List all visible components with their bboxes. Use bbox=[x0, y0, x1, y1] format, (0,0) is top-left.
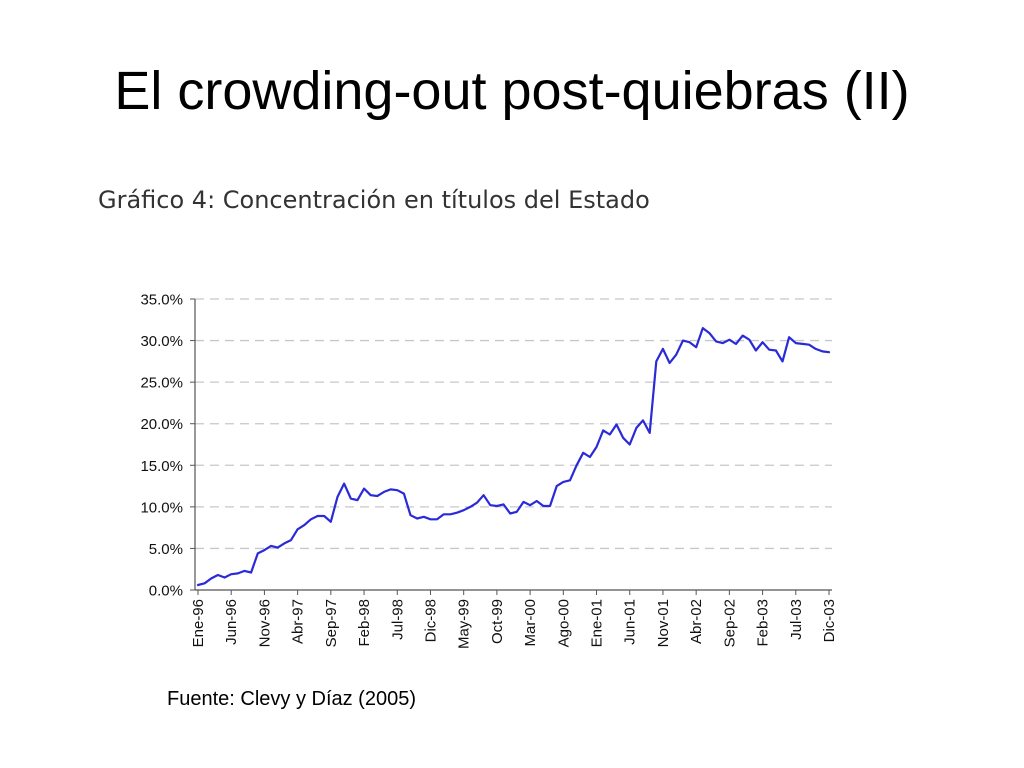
x-tick-label: Jun-96 bbox=[223, 599, 240, 645]
x-tick-label: Oct-99 bbox=[489, 599, 506, 644]
x-tick-label: Nov-01 bbox=[655, 599, 672, 647]
chart-title: Gráfico 4: Concentración en títulos del … bbox=[98, 186, 650, 214]
y-tick-label: 0.0% bbox=[149, 583, 183, 600]
series-layer bbox=[196, 327, 831, 587]
series-line bbox=[196, 327, 831, 587]
x-tick-labels: Ene-96 Jun-96 Nov-96 Abr-97 Sep-97 Feb-98 Jul-… bbox=[190, 599, 838, 649]
x-tick-label: Jun-01 bbox=[622, 599, 639, 645]
x-tick-label: Ene-01 bbox=[589, 599, 606, 647]
y-tick-labels: 0.0% 5.0% 10.0% 15.0% 20.0% 25.0% 30.0% 35.0% bbox=[140, 292, 183, 600]
x-tick-label: Feb-03 bbox=[755, 599, 772, 647]
x-tick-label: Jul-98 bbox=[389, 599, 406, 640]
y-tick-label: 20.0% bbox=[140, 416, 183, 433]
x-tick-label: Sep-02 bbox=[721, 599, 738, 647]
x-tick-label: Feb-98 bbox=[356, 599, 373, 647]
x-tick-label: Abr-02 bbox=[688, 599, 705, 644]
y-tick-label: 30.0% bbox=[140, 333, 183, 350]
y-tick-label: 5.0% bbox=[149, 541, 183, 558]
x-tick-label: Nov-96 bbox=[256, 599, 273, 647]
slide-title: El crowding-out post-quiebras (II) bbox=[114, 61, 910, 121]
x-tick-label: Dic-03 bbox=[821, 599, 838, 642]
y-tick-label: 15.0% bbox=[140, 458, 183, 475]
x-tick-label: Abr-97 bbox=[290, 599, 307, 644]
y-tick-label: 25.0% bbox=[140, 375, 183, 392]
gridlines bbox=[195, 298, 832, 550]
y-tick-label: 10.0% bbox=[140, 499, 183, 516]
x-tick-label: May-99 bbox=[456, 599, 473, 649]
x-tick-label: Sep-97 bbox=[323, 599, 340, 647]
x-tick-label: Jul-03 bbox=[788, 599, 805, 640]
source-note: Fuente: Clevy y Díaz (2005) bbox=[167, 688, 416, 710]
y-tick-label: 35.0% bbox=[140, 292, 183, 309]
x-tick-label: Ene-96 bbox=[190, 599, 207, 647]
x-tick-label: Ago-00 bbox=[555, 599, 572, 647]
x-tick-label: Mar-00 bbox=[522, 599, 539, 647]
x-tick-label: Dic-98 bbox=[422, 599, 439, 642]
axes bbox=[190, 298, 832, 595]
